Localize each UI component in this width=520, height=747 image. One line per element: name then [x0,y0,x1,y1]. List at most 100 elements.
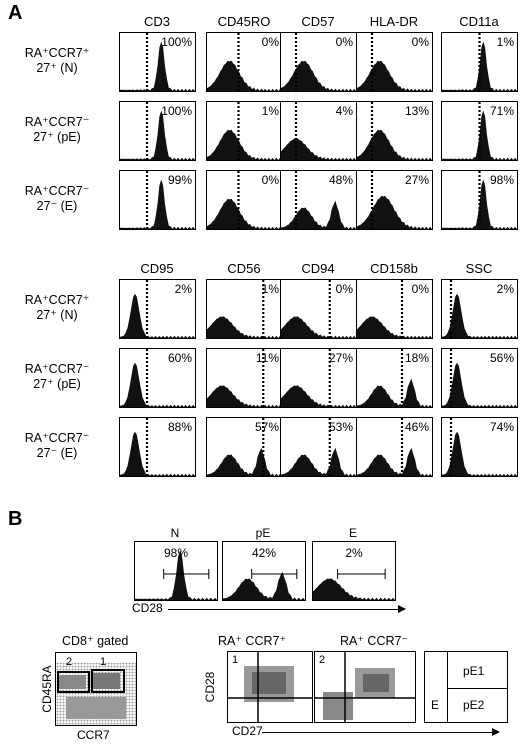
cd28-histogram: 42% [222,541,306,601]
bottom-col-head-3: CD158b [370,261,418,276]
percent-value: 0% [411,282,429,296]
percent-value: 100% [161,104,192,118]
histogram-fill [120,431,195,476]
histogram-fill [442,293,517,338]
cd28-subset-label: N [170,526,180,540]
bottom-col-head-4: SSC [465,261,493,276]
percent-value: 0% [335,282,353,296]
panel-b-letter: B [8,508,23,530]
bottom-histogram: 1% [206,279,283,339]
histogram-fill [207,316,282,338]
histogram-fill [207,447,282,476]
percent-value: 18% [404,351,429,365]
cd28-arrow-head [398,605,406,613]
top-histogram: 99% [119,170,196,230]
percent-value: 2% [174,282,192,296]
top-row-label-2: RA⁺CCR7⁻ 27⁻ (E) [24,184,90,213]
top-histogram: 4% [280,101,357,161]
cd8-gated-title: CD8⁺ gated [62,634,129,648]
bottom-histogram: 56% [441,348,518,408]
ra-ccr7-neg-title: RA⁺ CCR7⁻ [340,634,409,648]
cd28-subset-label: pE [255,526,271,540]
percent-value: 13% [404,104,429,118]
percent-value: 1% [261,104,279,118]
ra-ccr7-pos-svg [228,652,312,722]
quadrant-h-line [447,688,507,689]
ccr7-axis-label: CCR7 [77,728,110,742]
bottom-histogram: 74% [441,417,518,477]
top-col-head-1: CD45RO [217,14,271,29]
plot2-number: 2 [319,654,326,666]
bottom-histogram: 27% [280,348,357,408]
histogram-fill [281,60,356,91]
percent-value: 48% [328,173,353,187]
percent-value: 53% [328,420,353,434]
percent-value: 98% [489,173,514,187]
histogram-fill [207,198,282,229]
percent-value: 57% [254,420,279,434]
histogram-fill [357,316,432,338]
ra-ccr7-pos-scatter: 1 [227,651,313,723]
cd28-axis-label: CD28 [132,601,163,615]
top-histogram: 1% [441,32,518,92]
bottom-histogram: 88% [119,417,196,477]
gate-1-number: 1 [100,656,107,668]
percent-value: 0% [335,35,353,49]
top-histogram: 0% [280,32,357,92]
top-histogram: 48% [280,170,357,230]
bottom-histogram: 57% [206,417,283,477]
percent-value: 27% [404,173,429,187]
cd8-scatter-svg [56,663,136,725]
percent-value: 11% [255,351,279,365]
cd28-histogram: 98% [134,541,218,601]
top-row-label-0: RA⁺CCR7⁺ 27⁺ (N) [24,46,90,75]
top-histogram: 13% [356,101,433,161]
top-histogram: 1% [206,101,283,161]
histogram-fill [442,362,517,407]
histogram-fill [281,447,356,476]
bottom-histogram: 53% [280,417,357,477]
bottom-histogram: 2% [119,279,196,339]
quadrant-e-label: E [431,698,440,712]
top-histogram: 98% [441,170,518,230]
quadrant-legend: pE1 pE2 E [424,651,508,723]
gate-1-box [91,669,125,693]
cd8-gated-scatter-plot: 2 1 [55,652,137,726]
bottom-histogram: 0% [280,279,357,339]
percent-value: 74% [489,420,514,434]
top-histogram: 0% [356,32,433,92]
percent-value: 60% [167,351,192,365]
top-row-label-1: RA⁺CCR7⁻ 27⁺ (pE) [24,115,90,144]
ra-ccr7-neg-scatter: 2 [314,651,416,723]
histogram-fill [207,129,282,160]
cd45ra-axis-label: CD45RA [40,665,54,713]
histogram-fill [313,578,395,600]
cd28-percent-value: 98% [163,546,189,560]
bottom-histogram: 60% [119,348,196,408]
bottom-histogram: 46% [356,417,433,477]
histogram-fill [120,110,195,160]
top-histogram: 27% [356,170,433,230]
quadrant-pe2-label: pE2 [463,698,485,712]
bottom-row-label-1: RA⁺CCR7⁻ 27⁺ (pE) [24,362,90,391]
percent-value: 1% [261,282,279,296]
top-col-head-0: CD3 [143,14,170,29]
cd28-percent-value: 42% [251,546,277,560]
ra-ccr7-pos-title: RA⁺ CCR7⁺ [218,634,287,648]
top-histogram: 0% [206,170,283,230]
top-col-head-4: CD11a [459,14,499,29]
percent-value: 0% [261,173,279,187]
bottom-row-label-2: RA⁺CCR7⁻ 27⁻ (E) [24,431,90,460]
cd28-axis-arrow [168,609,400,610]
percent-value: 88% [167,420,192,434]
histogram-fill [357,447,432,476]
histogram-fill [281,200,356,229]
histogram-fill [281,316,356,338]
histogram-fill [120,362,195,407]
plot1-number: 1 [232,654,239,666]
percent-value: 56% [489,351,514,365]
bottom-col-head-2: CD94 [301,261,335,276]
percent-value: 99% [167,173,192,187]
percent-value: 1% [496,35,514,49]
percent-value: 4% [335,104,353,118]
